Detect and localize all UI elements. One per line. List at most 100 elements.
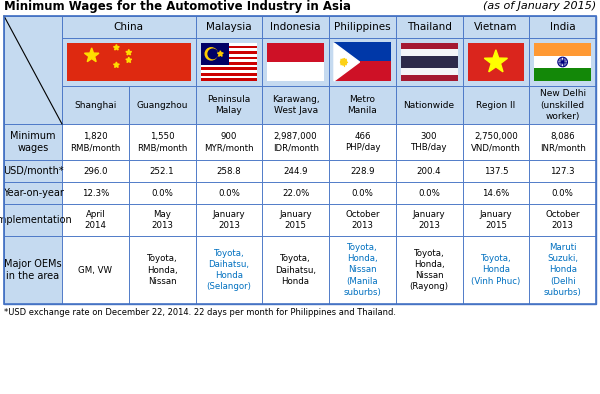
Bar xyxy=(262,182,329,204)
Text: Metro
Manila: Metro Manila xyxy=(347,95,377,115)
Text: Minimum Wages for the Automotive Industry in Asia: Minimum Wages for the Automotive Industr… xyxy=(4,0,351,13)
Bar xyxy=(463,236,529,304)
Bar xyxy=(401,68,458,75)
Bar xyxy=(529,204,596,236)
Text: April
2014: April 2014 xyxy=(85,210,106,230)
Polygon shape xyxy=(334,43,359,81)
Text: 252.1: 252.1 xyxy=(150,167,175,175)
Text: Nationwide: Nationwide xyxy=(404,100,455,110)
Bar xyxy=(329,86,396,124)
Bar xyxy=(62,182,129,204)
Text: Toyota,
Honda
(Vinh Phuc): Toyota, Honda (Vinh Phuc) xyxy=(471,255,521,286)
Bar xyxy=(67,43,191,81)
Text: Malaysia: Malaysia xyxy=(206,22,251,32)
Circle shape xyxy=(341,59,347,65)
Text: 2,987,000
IDR/month: 2,987,000 IDR/month xyxy=(272,132,319,152)
Bar xyxy=(396,236,463,304)
Text: Year-on-year: Year-on-year xyxy=(2,188,64,198)
Text: GM, VW: GM, VW xyxy=(79,266,112,275)
Bar xyxy=(129,160,196,182)
Bar xyxy=(529,236,596,304)
Polygon shape xyxy=(126,50,131,55)
Text: Toyota,
Honda,
Nissan
(Rayong): Toyota, Honda, Nissan (Rayong) xyxy=(410,249,449,291)
Bar xyxy=(196,124,262,160)
Bar xyxy=(200,64,257,67)
Bar xyxy=(4,16,596,304)
Bar xyxy=(534,56,591,68)
Bar xyxy=(129,236,196,304)
Text: January
2013: January 2013 xyxy=(212,210,245,230)
Text: 2,750,000
VND/month: 2,750,000 VND/month xyxy=(471,132,521,152)
Text: May
2013: May 2013 xyxy=(151,210,173,230)
Text: Region II: Region II xyxy=(476,100,515,110)
Text: October
2013: October 2013 xyxy=(545,210,580,230)
Text: 8,086
INR/month: 8,086 INR/month xyxy=(539,132,586,152)
Bar xyxy=(529,160,596,182)
Text: Philippines: Philippines xyxy=(334,22,391,32)
Bar xyxy=(62,16,196,38)
Bar xyxy=(129,182,196,204)
Bar xyxy=(401,55,458,62)
Bar xyxy=(200,59,257,62)
Bar xyxy=(4,236,62,304)
Text: Major OEMs
in the area: Major OEMs in the area xyxy=(4,259,62,281)
Bar xyxy=(129,204,196,236)
Bar xyxy=(200,78,257,81)
Bar xyxy=(200,75,257,78)
Bar xyxy=(463,124,529,160)
Bar xyxy=(200,48,257,51)
Bar xyxy=(129,124,196,160)
Bar xyxy=(262,86,329,124)
Bar xyxy=(200,70,257,73)
Text: Toyota,
Daihatsu,
Honda
(Selangor): Toyota, Daihatsu, Honda (Selangor) xyxy=(206,249,251,291)
Text: 1,550
RMB/month: 1,550 RMB/month xyxy=(137,132,187,152)
Text: Minimum
wages: Minimum wages xyxy=(10,131,56,153)
Text: 12.3%: 12.3% xyxy=(82,188,109,197)
Bar xyxy=(200,72,257,76)
Bar xyxy=(396,16,463,38)
Bar xyxy=(129,86,196,124)
Bar xyxy=(196,16,262,38)
Text: 258.8: 258.8 xyxy=(217,167,241,175)
Bar xyxy=(463,86,529,124)
Text: 137.5: 137.5 xyxy=(484,167,508,175)
Bar xyxy=(396,38,463,86)
Circle shape xyxy=(562,61,563,63)
Bar xyxy=(463,38,529,86)
Text: Karawang,
West Java: Karawang, West Java xyxy=(272,95,319,115)
Text: 0.0%: 0.0% xyxy=(418,188,440,197)
Bar xyxy=(396,86,463,124)
Bar xyxy=(401,61,458,68)
Bar xyxy=(262,124,329,160)
Bar xyxy=(396,204,463,236)
Text: 300
THB/day: 300 THB/day xyxy=(411,132,448,152)
Bar xyxy=(329,124,396,160)
Polygon shape xyxy=(126,57,131,63)
Bar xyxy=(200,67,257,70)
Polygon shape xyxy=(484,50,508,72)
Bar xyxy=(4,204,62,236)
Text: Peninsula
Malay: Peninsula Malay xyxy=(207,95,251,115)
Text: 466
PHP/day: 466 PHP/day xyxy=(344,132,380,152)
Circle shape xyxy=(208,49,218,59)
Bar xyxy=(267,43,324,62)
Bar xyxy=(4,124,62,160)
Text: China: China xyxy=(114,22,144,32)
Text: Maruti
Suzuki,
Honda
(Delhi
suburbs): Maruti Suzuki, Honda (Delhi suburbs) xyxy=(544,243,581,297)
Text: India: India xyxy=(550,22,575,32)
Text: Vietnam: Vietnam xyxy=(474,22,518,32)
Bar xyxy=(4,160,62,182)
Text: January
2015: January 2015 xyxy=(280,210,312,230)
Text: Thailand: Thailand xyxy=(407,22,452,32)
Bar xyxy=(334,42,391,62)
Text: *USD exchange rate on December 22, 2014. 22 days per month for Philippines and T: *USD exchange rate on December 22, 2014.… xyxy=(4,308,396,317)
Polygon shape xyxy=(85,48,99,62)
Text: Guangzhou: Guangzhou xyxy=(136,100,188,110)
Text: 296.0: 296.0 xyxy=(83,167,107,175)
Bar xyxy=(329,160,396,182)
Bar xyxy=(196,160,262,182)
Bar xyxy=(463,160,529,182)
Text: October
2013: October 2013 xyxy=(345,210,380,230)
Bar xyxy=(62,86,129,124)
Bar xyxy=(463,16,529,38)
